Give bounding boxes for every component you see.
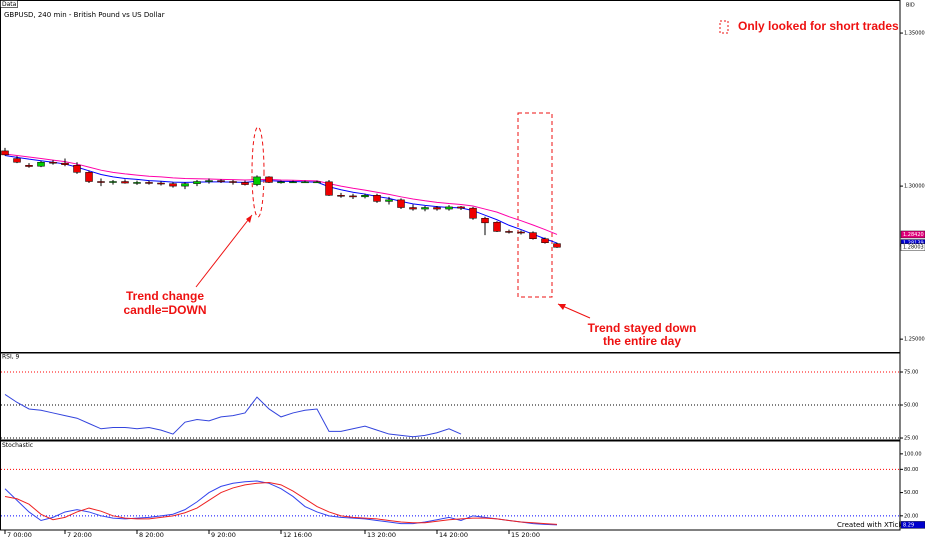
candle-body	[25, 165, 33, 167]
annotation: the entire day	[603, 334, 681, 348]
candle-body	[169, 183, 177, 187]
candle-body	[517, 231, 525, 234]
candle-body	[481, 217, 489, 224]
candle-body	[361, 195, 369, 198]
annotation: Trend change	[126, 289, 204, 303]
candle-body	[553, 243, 561, 248]
candle-body	[217, 180, 225, 182]
candle-body	[145, 182, 153, 184]
y-tick-label: 25.00	[904, 436, 918, 442]
candle-body	[337, 195, 345, 197]
annotation: Trend stayed down	[588, 321, 697, 335]
candle-body	[301, 181, 309, 184]
rsi-panel	[0, 352, 901, 441]
price-tag	[900, 243, 925, 251]
candle-body	[73, 165, 81, 173]
y-tick-label: 50.00	[904, 490, 918, 496]
y-tick-label: 80.00	[904, 467, 918, 473]
candle-body	[397, 199, 405, 208]
x-tick-label: 8 20:00	[139, 531, 164, 539]
y-tick-label: 1.30000	[904, 184, 925, 190]
annotation-icon	[719, 20, 729, 34]
candle-body	[433, 207, 441, 210]
candle-body	[421, 207, 429, 210]
x-tick-label: 9 20:00	[211, 531, 236, 539]
candle-body	[193, 181, 201, 184]
candle-body	[385, 199, 393, 202]
candle-body	[109, 181, 117, 183]
candle-body	[265, 176, 273, 183]
footer: Created with XTick	[837, 521, 904, 529]
panel-label: Data	[2, 1, 17, 8]
y-tick-label: 75.00	[904, 370, 918, 376]
y-tick-label: 1.35000	[904, 31, 925, 37]
stochastic-panel	[0, 440, 901, 531]
annotation: Only looked for short trades	[738, 19, 899, 33]
highlight-box	[517, 112, 553, 298]
candle-body	[241, 182, 249, 185]
x-tick-label: 15 20:00	[511, 531, 540, 539]
x-tick-label: 12 16:00	[283, 531, 312, 539]
candle-body	[277, 181, 285, 184]
candle-body	[325, 181, 333, 196]
candle-body	[469, 207, 477, 219]
candle-body	[205, 180, 213, 182]
panel-title: Stochastic	[2, 442, 33, 449]
candle-body	[133, 182, 141, 184]
arrow	[195, 214, 253, 288]
candle-body	[289, 181, 297, 184]
arrowhead	[558, 304, 566, 310]
candle-body	[85, 172, 93, 182]
x-tick-label: 13 20:00	[367, 531, 396, 539]
candle-body	[1, 150, 9, 156]
chart-title: GBPUSD, 240 min - British Pound vs US Do…	[4, 11, 165, 19]
x-tick-label: 7 00:00	[7, 531, 32, 539]
price-tag	[900, 521, 925, 529]
price-tag-label: 1.28420	[903, 232, 924, 238]
x-tick-label: 14 20:00	[439, 531, 468, 539]
candle-body	[541, 238, 549, 243]
candle-body	[409, 207, 417, 210]
label-box	[0, 0, 18, 8]
y-tick-label: 50.00	[904, 403, 918, 409]
candle-body	[505, 231, 513, 233]
price-tag-label: 1.28003	[903, 245, 924, 251]
candle-body	[157, 182, 165, 185]
candle-body	[49, 161, 57, 164]
candle-body	[61, 162, 69, 165]
candle-body	[349, 195, 357, 198]
y-tick-label: 100.00	[904, 451, 922, 457]
candle-body	[97, 181, 105, 183]
candle-body	[493, 221, 501, 232]
arrowhead	[246, 215, 252, 223]
y-tick-label: 1.25000	[904, 337, 925, 343]
price-tag	[900, 230, 925, 239]
panel-title: RSI, 9	[2, 354, 20, 361]
candle-body	[445, 206, 453, 210]
line-series	[4, 153, 558, 235]
highlight-ellipse	[251, 126, 265, 218]
candle-body	[373, 195, 381, 202]
candle-body	[229, 181, 237, 183]
candle-body	[121, 181, 129, 184]
candle-body	[457, 206, 465, 209]
y-axis-label: BID	[906, 3, 915, 9]
y-tick-label: 20.00	[904, 513, 918, 519]
line-series	[4, 394, 462, 438]
candle-body	[313, 181, 321, 184]
candle-body	[37, 161, 45, 167]
annotation: candle=DOWN	[123, 303, 206, 317]
candle-body	[253, 176, 261, 185]
line-series	[4, 482, 558, 525]
candle-body	[13, 158, 21, 163]
price-tag-label: 8.29	[903, 522, 914, 528]
candle-body	[181, 183, 189, 187]
x-tick-label: 7 20:00	[67, 531, 92, 539]
candle-body	[529, 232, 537, 239]
